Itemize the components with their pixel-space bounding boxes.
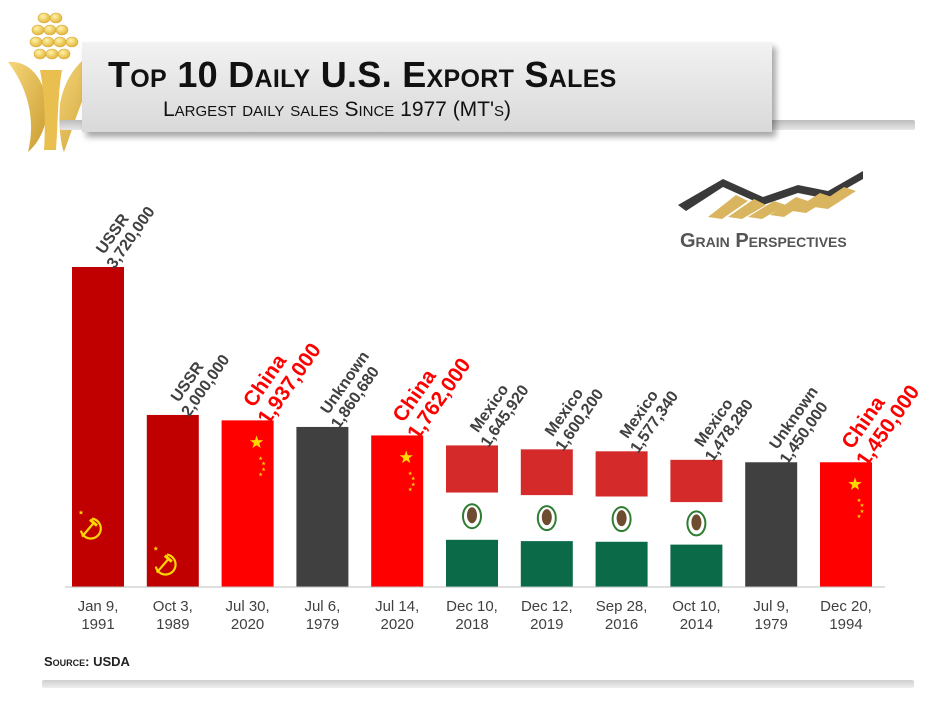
x-tick-line: Oct 3, [153,598,193,615]
flag-star-small [261,467,266,472]
x-tick-line: Oct 10, [672,598,720,615]
x-tick-label: Oct 10, 2014 [672,598,720,633]
mexico-emblem-wreath [611,506,632,533]
bar-value-label: Mexico1,600,200 [539,376,608,454]
x-tick-line: 2020 [231,616,264,633]
page-title: Top 10 Daily U.S. Export Sales [108,54,617,95]
mexico-emblem-eagle [691,514,702,531]
x-tick-label: Jul 30, 2020 [225,598,269,633]
mexico-emblem-eagle [541,509,552,526]
mexico-emblem-wreath [686,510,707,537]
x-tick-line: Dec 10, [446,598,498,615]
bar-mexico-red-band [670,459,723,503]
x-tick-line: 1979 [755,616,788,633]
bar-value-label: China1,937,000 [235,326,325,428]
bar-value-label: USSR3,720,000 [90,194,159,272]
x-tick-label: Dec 10, 2018 [446,598,498,633]
bar-mexico-red-band [595,451,648,497]
bar-unknown [296,426,349,587]
mexico-emblem-eagle [616,510,627,527]
x-tick-line: Jul 14, [375,598,419,615]
mexico-emblem-eagle [467,507,477,524]
hammer-sickle-emblem [78,510,102,540]
bar-china [371,435,424,587]
bar-mexico-green-band [595,541,648,587]
x-tick-label: Oct 3, 1989 [153,598,193,633]
x-tick-line: Sep 28, [596,598,648,615]
title-banner [82,42,772,132]
mexico-emblem-wreath [462,503,482,530]
x-tick-line: Jul 9, [753,598,789,615]
bar-china [221,420,274,587]
x-tick-label: Sep 28, 2016 [596,598,648,633]
hammer-sickle-emblem [153,546,177,576]
export-sales-bar-chart: USSR3,720,000 Jan 9, 1991 USSR2,000,000 Oct … [65,194,924,633]
bar-value-label: Unknown1,860,680 [314,349,387,432]
bar-mexico-green-band [446,539,498,587]
hammer-head [163,554,173,563]
footer-bar [42,680,914,688]
x-tick-label: Jul 14, 2020 [375,598,419,633]
x-tick-label: Dec 20, 1994 [820,598,872,633]
x-tick-label: Jul 9, 1979 [753,598,789,633]
bar-value-label: Mexico1,645,920 [464,372,533,450]
brand-name: Grain Perspectives [680,230,847,252]
x-tick-line: Dec 12, [521,598,573,615]
grain-chart-logo-icon [678,171,863,219]
x-tick-line: 2016 [605,616,638,633]
flag-star-small [859,509,865,513]
bar-unknown [745,462,798,587]
bar-ussr [146,414,199,587]
x-tick-line: 1989 [156,616,189,633]
bar-value-label: USSR2,000,000 [165,342,234,420]
x-tick-line: 1991 [81,616,114,633]
flag-star-small [411,476,416,481]
flag-star-small [859,503,865,507]
x-tick-line: 2020 [381,616,414,633]
flag-star-small [408,487,413,492]
page-subtitle: Largest daily sales Since 1977 (MT's) [163,98,512,121]
x-tick-line: 2019 [530,616,563,633]
x-tick-line: Jul 6, [304,598,340,615]
bar-mexico-green-band [670,544,723,587]
x-tick-line: 1979 [306,616,339,633]
x-tick-line: 2014 [680,616,713,633]
hammer-handle [81,521,95,538]
bar-value-label: China1,762,000 [385,341,475,443]
flag-star-small [856,498,862,502]
bar-mexico-red-band [520,449,573,496]
x-tick-line: 1994 [829,616,862,633]
emblem-star [153,546,159,551]
flag-star-large [399,450,413,464]
source-note: Source: USDA [44,654,130,669]
flag-star-small [258,456,263,461]
mexico-emblem-wreath [536,505,557,532]
bar-value-label: Unknown1,450,000 [763,384,836,467]
bar-china [820,462,872,587]
flag-star-small [411,482,416,487]
bar-mexico-red-band [446,445,498,493]
x-tick-line: 2018 [455,616,488,633]
flag-star-small [408,471,413,476]
x-tick-label: Jan 9, 1991 [78,598,119,633]
bar-mexico-green-band [520,541,573,587]
bar-value-label: Mexico1,577,340 [614,378,683,456]
x-tick-line: Dec 20, [820,598,872,615]
flag-star-large [848,477,862,490]
flag-star-large [249,435,264,448]
flag-star-small [261,461,266,466]
hammer-head [89,518,98,527]
x-tick-line: Jan 9, [78,598,119,615]
flag-star-small [856,514,862,518]
flag-star-small [258,472,263,477]
hammer-handle [155,557,170,574]
x-tick-label: Jul 6, 1979 [304,598,340,633]
bar-value-label: Mexico1,478,280 [688,387,757,465]
x-tick-label: Dec 12, 2019 [521,598,573,633]
x-tick-line: Jul 30, [225,598,269,615]
emblem-star [78,510,84,515]
bar-ussr [72,267,124,587]
bar-value-label: China1,450,000 [834,368,924,470]
